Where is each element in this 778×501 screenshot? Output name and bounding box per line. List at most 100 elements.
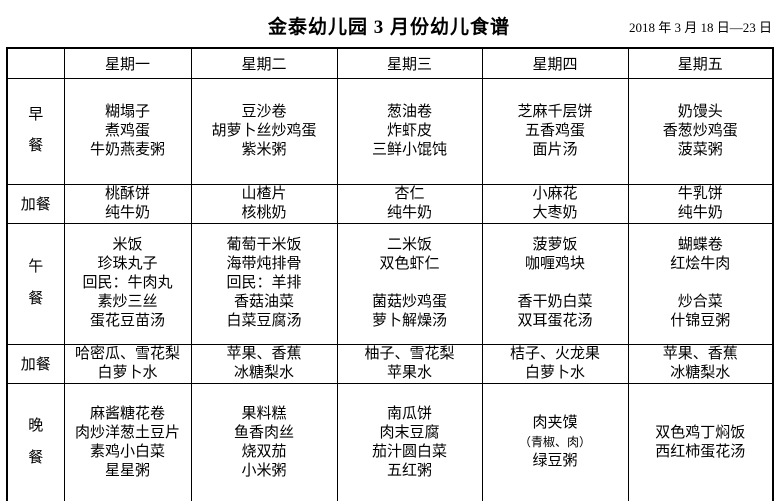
menu-line: 牛乳饼	[677, 185, 723, 202]
menu-line: 素鸡小白菜	[89, 443, 165, 460]
menu-line: 山楂片	[241, 185, 287, 202]
dinner-row: 晚餐 麻酱糖花卷 肉炒洋葱土豆片 素鸡小白菜 星星粥 果料糕 鱼香肉丝 烧双茄 小米粥 南瓜…	[6, 382, 774, 501]
menu-cell-snackpm-thursday: 桔子、火龙果 白萝卜水	[481, 343, 629, 384]
menu-line: 果料糕	[241, 405, 287, 422]
menu-line: 芝麻千层饼	[517, 103, 593, 120]
row-label-text: 晚餐	[28, 418, 44, 466]
menu-line: 回民：羊排	[226, 275, 302, 291]
menu-line: 白萝卜水	[524, 364, 585, 381]
menu-line: 南瓜饼	[386, 405, 432, 422]
menu-line: 三鲜小馄饨	[371, 141, 447, 158]
menu-line: 小麻花	[532, 185, 578, 202]
menu-cell-dinner-monday: 麻酱糖花卷 肉炒洋葱土豆片 素鸡小白菜 星星粥	[63, 382, 192, 501]
menu-line: 香菇油菜	[233, 294, 294, 310]
menu-line: 哈密瓜、雪花梨	[74, 345, 180, 362]
menu-line: 五香鸡蛋	[524, 122, 585, 139]
menu-line: 珍珠丸子	[97, 256, 158, 272]
row-label-text: 午餐	[28, 259, 44, 307]
menu-line: 五红粥	[386, 462, 432, 479]
menu-line: 米饭	[112, 237, 143, 253]
menu-cell-dinner-thursday: 肉夹馍 （青椒、肉） 绿豆粥	[481, 382, 629, 501]
menu-line: 炸虾皮	[386, 122, 432, 139]
menu-cell-snackam-friday: 牛乳饼 纯牛奶	[627, 183, 774, 224]
menu-line: 葱油卷	[386, 103, 432, 120]
menu-cell-snackam-monday: 桃酥饼 纯牛奶	[63, 183, 192, 224]
menu-line: 什锦豆粥	[670, 313, 731, 329]
menu-line: 海带炖排骨	[226, 256, 302, 272]
menu-line: 柚子、雪花梨	[364, 345, 455, 362]
menu-line: 胡萝卜丝炒鸡蛋	[211, 122, 317, 139]
menu-line	[483, 274, 627, 293]
menu-cell-snackpm-wednesday: 柚子、雪花梨 苹果水	[336, 343, 483, 384]
row-label-snack-pm: 加餐	[6, 343, 65, 384]
menu-line: 纯牛奶	[677, 204, 723, 221]
day-header-monday: 星期一	[63, 47, 192, 79]
menu-line: 苹果水	[386, 364, 432, 381]
menu-table: 星期一 星期二 星期三 星期四 星期五 早餐 糊塌子 煮鸡蛋 牛奶燕麦粥 豆沙卷胡萝…	[6, 47, 774, 501]
row-label-snack-am: 加餐	[6, 183, 65, 224]
menu-line: 萝卜解燥汤	[371, 313, 447, 329]
morning-snack-row: 加餐 桃酥饼纯牛奶 山楂片 核桃奶 杏仁纯牛奶 小麻花大枣奶 牛乳饼纯牛奶	[6, 183, 774, 224]
menu-line: 桔子、火龙果	[509, 345, 600, 362]
menu-line: 红烩牛肉	[670, 256, 731, 272]
menu-cell-dinner-friday: 双色鸡丁焖饭 西红柿蛋花汤	[627, 382, 774, 501]
day-header-wednesday: 星期三	[336, 47, 483, 79]
menu-line: 白菜豆腐汤	[226, 313, 302, 329]
menu-line: 咖喱鸡块	[524, 256, 585, 272]
menu-line: 二米饭	[386, 237, 432, 253]
menu-line: 杏仁	[394, 185, 425, 202]
menu-line: 蝴蝶卷	[677, 237, 723, 253]
menu-line: 双耳蛋花汤	[517, 313, 593, 329]
lunch-row: 午餐 米饭 珍珠丸子 回民：牛肉丸 素炒三丝 蛋花豆苗汤 葡萄干米饭 海带炖排骨 回民：羊排…	[6, 222, 774, 345]
menu-cell-breakfast-monday: 糊塌子 煮鸡蛋 牛奶燕麦粥	[63, 77, 192, 185]
menu-line: 肉炒洋葱土豆片	[74, 424, 180, 441]
menu-line: 冰糖梨水	[233, 364, 294, 381]
menu-line: 牛奶燕麦粥	[89, 141, 165, 158]
menu-cell-breakfast-friday: 奶馒头 香葱炒鸡蛋 菠菜粥	[627, 77, 774, 185]
menu-line: 西红柿蛋花汤	[655, 443, 746, 460]
menu-line: 苹果、香蕉	[662, 345, 738, 362]
menu-cell-dinner-tuesday: 果料糕 鱼香肉丝 烧双茄 小米粥	[190, 382, 338, 501]
menu-line: （青椒、肉）	[518, 435, 591, 450]
menu-cell-lunch-tuesday: 葡萄干米饭海带炖排骨回民：羊排香菇油菜白菜豆腐汤	[190, 222, 338, 345]
menu-line: 炒合菜	[677, 294, 723, 310]
menu-line: 香干奶白菜	[517, 294, 593, 310]
menu-line: 菠萝饭	[532, 237, 578, 253]
menu-line: 面片汤	[532, 141, 578, 158]
menu-cell-snackam-tuesday: 山楂片 核桃奶	[190, 183, 338, 224]
menu-line: 烧双茄	[241, 443, 287, 460]
table-header-row: 星期一 星期二 星期三 星期四 星期五	[6, 47, 774, 79]
menu-line: 肉夹馍	[532, 415, 578, 432]
menu-line: 回民：牛肉丸	[82, 275, 173, 291]
menu-line: 菠菜粥	[677, 141, 723, 158]
page-title: 金泰幼儿园 3 月份幼儿食谱	[267, 17, 510, 38]
menu-line: 苹果、香蕉	[226, 345, 302, 362]
menu-cell-snackpm-friday: 苹果、香蕉 冰糖梨水	[627, 343, 774, 384]
menu-line: 绿豆粥	[532, 453, 578, 470]
menu-cell-breakfast-wednesday: 葱油卷炸虾皮三鲜小馄饨	[336, 77, 483, 185]
menu-cell-lunch-friday: 蝴蝶卷红烩牛肉炒合菜什锦豆粥	[627, 222, 774, 345]
menu-line: 桃酥饼	[104, 185, 150, 202]
menu-line: 纯牛奶	[104, 204, 150, 221]
row-label-lunch: 午餐	[6, 222, 65, 345]
menu-cell-lunch-monday: 米饭 珍珠丸子 回民：牛肉丸 素炒三丝 蛋花豆苗汤	[63, 222, 192, 345]
menu-line: 素炒三丝	[97, 294, 158, 310]
menu-line: 冰糖梨水	[670, 364, 731, 381]
menu-line: 星星粥	[104, 462, 150, 479]
menu-line: 葡萄干米饭	[226, 237, 302, 253]
menu-line: 大枣奶	[532, 204, 578, 221]
menu-line: 奶馒头	[677, 103, 723, 120]
row-label-text: 早餐	[28, 106, 44, 155]
menu-cell-lunch-wednesday: 二米饭 双色虾仁 菌菇炒鸡蛋 萝卜解燥汤	[336, 222, 483, 345]
day-header-thursday: 星期四	[481, 47, 629, 79]
menu-line: 豆沙卷	[241, 103, 287, 120]
menu-cell-snackam-wednesday: 杏仁 纯牛奶	[336, 183, 483, 224]
corner-cell	[6, 47, 65, 79]
menu-line: 鱼香肉丝	[233, 424, 294, 441]
menu-line: 纯牛奶	[386, 204, 432, 221]
date-range: 2018 年 3 月 18 日—23 日	[628, 20, 772, 35]
breakfast-row: 早餐 糊塌子 煮鸡蛋 牛奶燕麦粥 豆沙卷 胡萝卜丝炒鸡蛋 紫米粥 葱油卷 炸虾皮 三鲜小馄饨…	[6, 77, 774, 185]
menu-line	[338, 274, 481, 293]
menu-line: 白萝卜水	[97, 364, 158, 381]
